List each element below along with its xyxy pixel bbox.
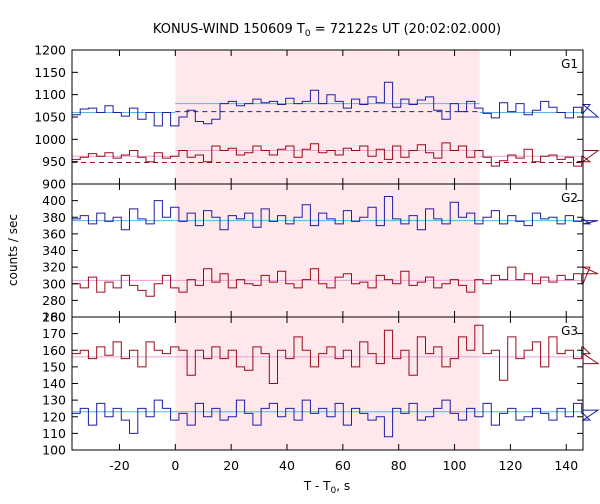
x-tick-label: 100: [443, 458, 467, 473]
panel-label-g1: G1: [561, 57, 578, 71]
series-g3-high: [72, 324, 600, 384]
y-tick-label-g3: 100: [42, 443, 66, 458]
x-tick-label: 60: [335, 458, 351, 473]
series-g1-high: [72, 81, 600, 127]
y-tick-label-g2: 320: [42, 260, 66, 275]
series-g1-low: [72, 142, 600, 167]
y-tick-label-g3: 160: [42, 343, 66, 358]
y-tick-label-g3: 120: [42, 409, 66, 424]
y-tick-label-g1: 1050: [34, 110, 66, 125]
y-tick-label-g3: 150: [42, 359, 66, 374]
x-tick-label: 140: [554, 458, 578, 473]
y-tick-label-g2: 260: [42, 310, 66, 325]
x-tick-label: 120: [498, 458, 522, 473]
x-tick-label: 0: [171, 458, 179, 473]
panel-label-g2: G2: [561, 191, 578, 205]
y-tick-label-g3: 130: [42, 393, 66, 408]
y-tick-label-g2: 300: [42, 276, 66, 291]
series-g2-high: [72, 196, 599, 231]
y-tick-label-g2: 280: [42, 293, 66, 308]
y-tick-label-g2: 400: [42, 193, 66, 208]
series-g3-low: [72, 399, 600, 438]
y-tick-label-g2: 340: [42, 243, 66, 258]
y-tick-label-g2: 380: [42, 210, 66, 225]
y-tick-label-g3: 170: [42, 326, 66, 341]
series-g2-low: [72, 266, 599, 297]
x-tick-label: 40: [279, 458, 295, 473]
y-tick-label-g1: 950: [42, 154, 66, 169]
y-tick-label-g1: 1100: [34, 87, 66, 102]
y-tick-label-g1: 1000: [34, 132, 66, 147]
highlight-interval: [175, 50, 480, 450]
y-tick-label-g1: 1200: [34, 43, 66, 58]
chart-title: KONUS-WIND 150609 T0 = 72122s UT (20:02:…: [153, 22, 501, 39]
plot-layer: 12001150110010501000950900G1400380360340…: [34, 43, 600, 473]
y-tick-label-g1: 1150: [34, 65, 66, 80]
y-tick-label-g3: 180: [42, 310, 66, 325]
y-tick-label-g3: 110: [42, 426, 66, 441]
y-tick-label-g1: 900: [42, 177, 66, 192]
y-tick-label-g3: 140: [42, 376, 66, 391]
x-tick-label: -20: [109, 458, 129, 473]
y-axis-label: counts / sec: [6, 214, 20, 286]
panel-label-g3: G3: [561, 324, 578, 338]
x-axis-label: T - T0, s: [303, 479, 350, 496]
x-tick-label: 20: [223, 458, 239, 473]
y-tick-label-g2: 360: [42, 226, 66, 241]
x-tick-label: 80: [391, 458, 407, 473]
